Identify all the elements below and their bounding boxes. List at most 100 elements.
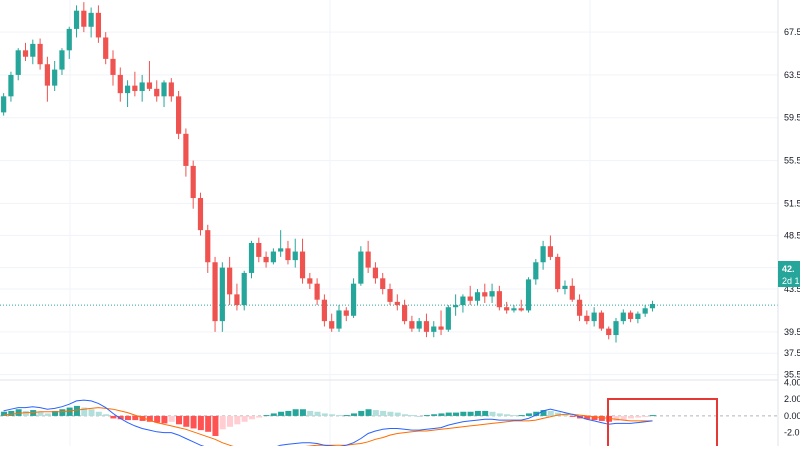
candle-body[interactable]	[59, 50, 65, 70]
candle-body[interactable]	[423, 321, 430, 332]
candle-body[interactable]	[8, 74, 14, 97]
candle-body[interactable]	[482, 292, 488, 297]
macd-histogram-bar	[263, 415, 270, 417]
candle-body[interactable]	[314, 283, 320, 300]
candle-body[interactable]	[518, 308, 524, 311]
price-axis-tick-label: 63.5	[784, 70, 800, 80]
candle-body[interactable]	[649, 304, 656, 309]
macd-histogram-bar	[620, 415, 627, 421]
candle-body[interactable]	[460, 296, 466, 306]
candle-body[interactable]	[627, 312, 634, 319]
candle-body[interactable]	[416, 321, 422, 329]
candle-body[interactable]	[569, 285, 575, 300]
candle-body[interactable]	[66, 28, 72, 51]
candle-body[interactable]	[401, 305, 408, 322]
candle-body[interactable]	[613, 321, 619, 336]
candle-body[interactable]	[30, 43, 36, 57]
candle-body[interactable]	[117, 74, 123, 94]
candle-body[interactable]	[227, 267, 233, 295]
candle-body[interactable]	[380, 278, 386, 290]
candle-body[interactable]	[22, 50, 29, 57]
candle-body[interactable]	[146, 82, 153, 89]
candle-body[interactable]	[642, 308, 648, 314]
candle-body[interactable]	[124, 85, 131, 94]
candle-body[interactable]	[132, 85, 138, 91]
candle-body[interactable]	[350, 283, 357, 316]
macd-histogram-bar	[154, 415, 161, 423]
candle-body[interactable]	[606, 328, 612, 336]
candle-body[interactable]	[197, 198, 204, 231]
candle-body[interactable]	[533, 262, 539, 280]
candle-body[interactable]	[343, 310, 349, 316]
macd-histogram-bar	[73, 405, 80, 416]
candle-body[interactable]	[161, 82, 167, 97]
candle-body[interactable]	[467, 296, 473, 301]
candle-body[interactable]	[438, 326, 444, 330]
candle-body[interactable]	[219, 267, 225, 322]
candle-body[interactable]	[234, 294, 240, 306]
candle-body[interactable]	[292, 251, 298, 261]
candle-body[interactable]	[365, 251, 371, 268]
candle-body[interactable]	[52, 69, 58, 86]
candle-body[interactable]	[620, 312, 626, 322]
candle-body[interactable]	[183, 133, 189, 166]
candle-body[interactable]	[394, 301, 400, 306]
candle-body[interactable]	[555, 256, 561, 290]
candle-body[interactable]	[190, 165, 196, 199]
candle-body[interactable]	[110, 58, 116, 75]
candle-body[interactable]	[73, 10, 80, 29]
candle-body[interactable]	[168, 82, 174, 97]
candle-body[interactable]	[88, 12, 94, 27]
candle-body[interactable]	[562, 285, 568, 290]
candle-body[interactable]	[547, 246, 553, 257]
candle-body[interactable]	[584, 315, 590, 322]
candle-body[interactable]	[212, 262, 218, 322]
candle-body[interactable]	[256, 242, 262, 257]
candle-body[interactable]	[525, 279, 532, 311]
candle-body[interactable]	[474, 292, 481, 301]
candle-body[interactable]	[270, 251, 276, 263]
candle-body[interactable]	[15, 50, 21, 75]
candle-body[interactable]	[95, 12, 102, 38]
candle-body[interactable]	[241, 272, 247, 306]
candle-body[interactable]	[576, 299, 583, 316]
candle-body[interactable]	[37, 43, 43, 65]
candle-body[interactable]	[1, 96, 7, 113]
candle-body[interactable]	[321, 299, 328, 322]
candle-body[interactable]	[445, 307, 451, 330]
candle-body[interactable]	[409, 321, 415, 329]
candle-body[interactable]	[635, 313, 641, 319]
candle-body[interactable]	[591, 312, 597, 322]
candle-body[interactable]	[329, 321, 335, 329]
candle-body[interactable]	[431, 326, 437, 332]
candle-body[interactable]	[540, 246, 546, 263]
candle-body[interactable]	[81, 10, 87, 27]
candle-body[interactable]	[44, 64, 50, 86]
candle-body[interactable]	[387, 289, 393, 302]
candle-body[interactable]	[453, 305, 459, 308]
macd-histogram-bar	[613, 415, 620, 421]
candle-body[interactable]	[205, 230, 211, 263]
candle-body[interactable]	[307, 278, 313, 284]
candle-body[interactable]	[358, 251, 364, 284]
candle-body[interactable]	[504, 307, 510, 311]
candle-body[interactable]	[278, 248, 284, 252]
candle-body[interactable]	[103, 37, 109, 59]
price-pane[interactable]	[0, 2, 778, 343]
candle-body[interactable]	[263, 256, 269, 263]
candle-body[interactable]	[139, 82, 145, 91]
candle-body[interactable]	[489, 291, 495, 297]
candle-body[interactable]	[285, 248, 291, 261]
candle-body[interactable]	[248, 242, 255, 273]
candle-body[interactable]	[176, 96, 182, 134]
candle-body[interactable]	[336, 310, 342, 329]
candle-body[interactable]	[511, 308, 517, 311]
candle-body[interactable]	[299, 251, 306, 279]
candle-body[interactable]	[598, 312, 605, 329]
candle-body[interactable]	[372, 267, 379, 279]
candle-body[interactable]	[496, 291, 502, 308]
candle-body[interactable]	[154, 88, 160, 97]
macd-pane[interactable]	[1, 399, 656, 446]
